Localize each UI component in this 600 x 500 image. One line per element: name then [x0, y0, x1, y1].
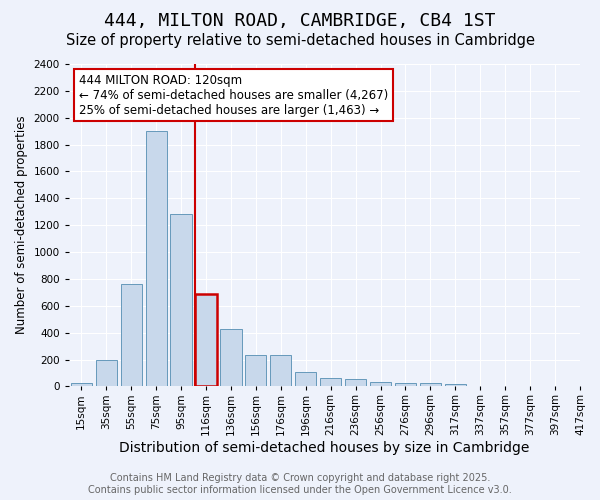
Bar — [71, 383, 92, 386]
Text: 444 MILTON ROAD: 120sqm
← 74% of semi-detached houses are smaller (4,267)
25% of: 444 MILTON ROAD: 120sqm ← 74% of semi-de… — [79, 74, 388, 116]
Bar — [420, 384, 441, 386]
Bar — [295, 372, 316, 386]
Text: Size of property relative to semi-detached houses in Cambridge: Size of property relative to semi-detach… — [65, 32, 535, 48]
Text: 444, MILTON ROAD, CAMBRIDGE, CB4 1ST: 444, MILTON ROAD, CAMBRIDGE, CB4 1ST — [104, 12, 496, 30]
Bar — [245, 356, 266, 386]
Bar — [370, 382, 391, 386]
Bar — [146, 131, 167, 386]
Bar — [270, 356, 292, 386]
Bar — [395, 383, 416, 386]
Text: Contains HM Land Registry data © Crown copyright and database right 2025.
Contai: Contains HM Land Registry data © Crown c… — [88, 474, 512, 495]
Bar — [170, 214, 191, 386]
Bar — [121, 284, 142, 386]
Bar — [345, 379, 366, 386]
Bar — [445, 384, 466, 386]
Bar — [320, 378, 341, 386]
X-axis label: Distribution of semi-detached houses by size in Cambridge: Distribution of semi-detached houses by … — [119, 441, 530, 455]
Bar — [220, 328, 242, 386]
Bar — [196, 294, 217, 386]
Bar — [95, 360, 117, 386]
Y-axis label: Number of semi-detached properties: Number of semi-detached properties — [15, 116, 28, 334]
